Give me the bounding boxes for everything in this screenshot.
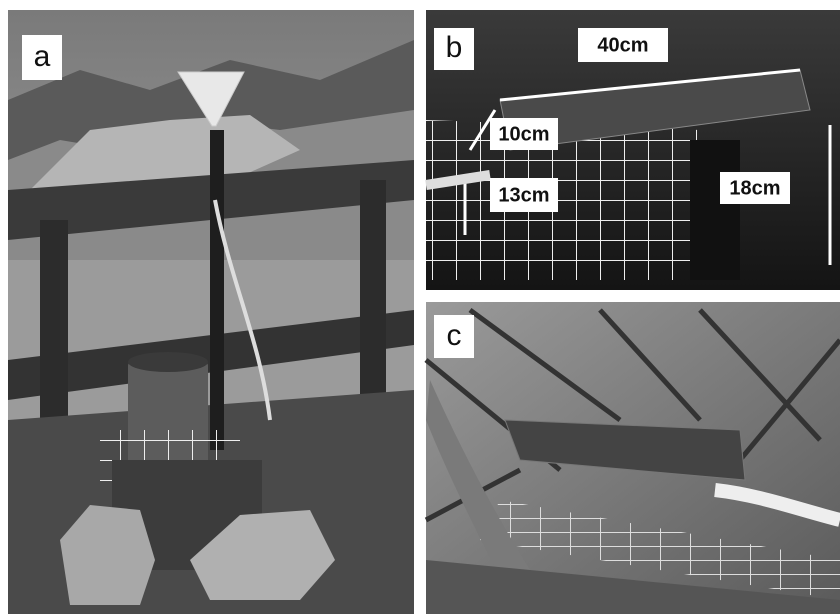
figure: a b 40cm 10cm 13cm 18cm c bbox=[0, 0, 840, 614]
dimension-label: 13cm bbox=[498, 184, 549, 206]
panel-c: c bbox=[426, 302, 840, 614]
panel-b: b 40cm 10cm 13cm 18cm bbox=[426, 10, 840, 290]
panel-a: a bbox=[8, 10, 414, 614]
dimension-label: 18cm bbox=[729, 177, 780, 199]
dimension-label: 40cm bbox=[597, 34, 648, 56]
panel-label: b bbox=[446, 31, 463, 64]
panel-label: a bbox=[34, 40, 51, 73]
panel-label: c bbox=[447, 319, 462, 352]
dimension-label: 10cm bbox=[498, 123, 549, 145]
